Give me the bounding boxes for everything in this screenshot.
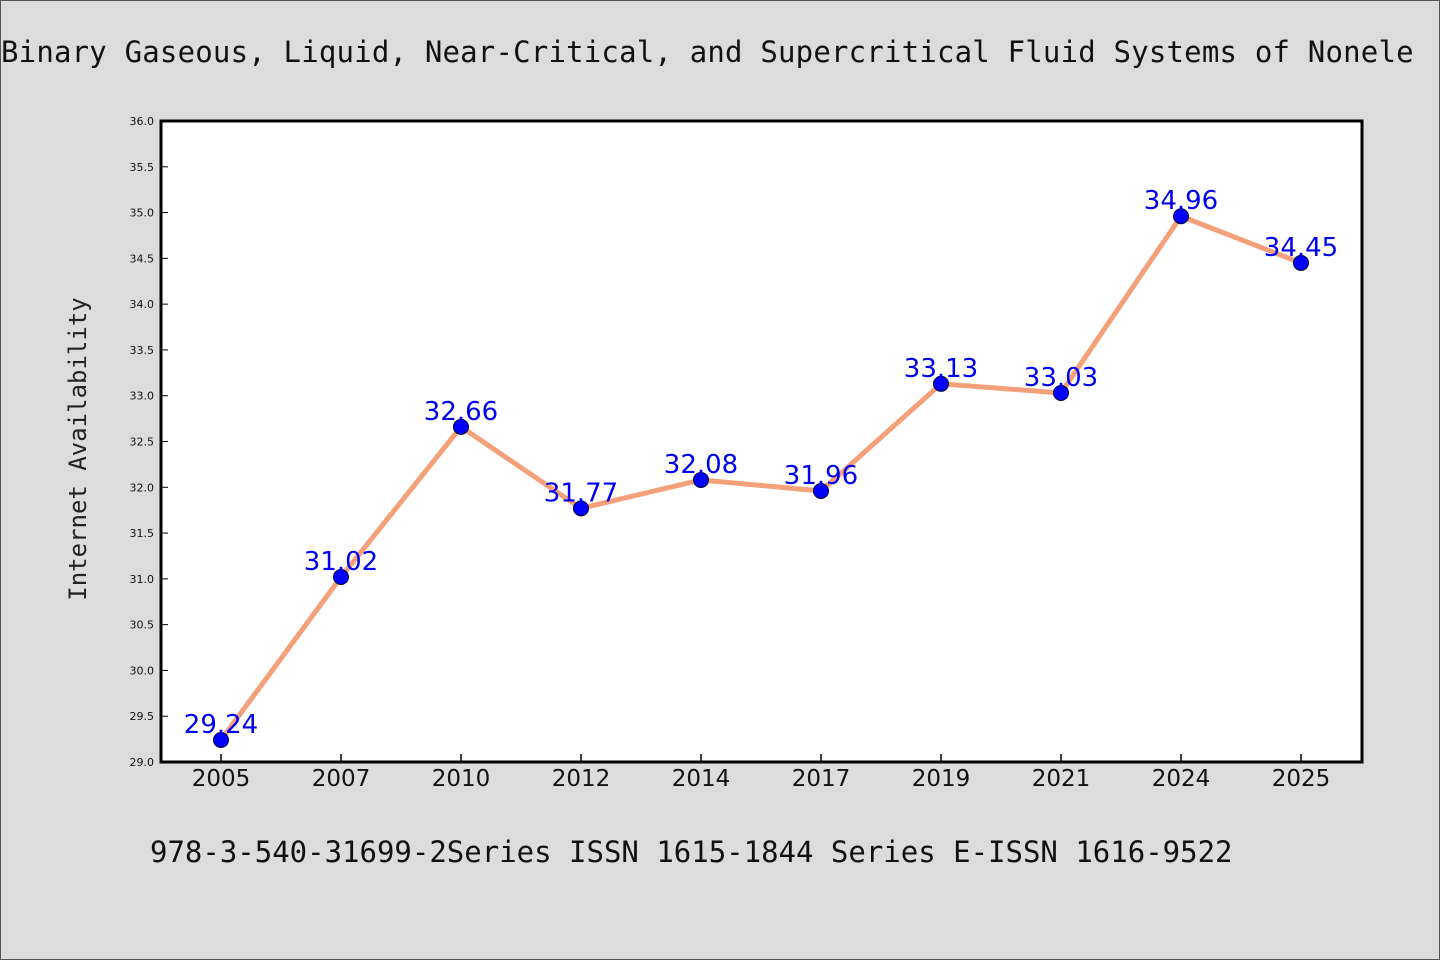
x-tick-label: 2012: [552, 766, 611, 792]
data-labels: 29.24 31.02 32.66 31.77 32.08 31.96 33.13 33.03…: [184, 186, 1338, 740]
data-point: [1293, 254, 1309, 271]
series-line: [218, 213, 1302, 742]
y-tick-label: 32.5: [130, 436, 155, 449]
data-label: 32.66: [424, 397, 498, 427]
data-point: [333, 569, 349, 586]
x-axis: 2005 2007 2010 2012 2014 2017 2019 2021 2024 2025: [192, 754, 1331, 792]
data-label: 31.96: [784, 461, 858, 491]
y-axis-label: Internet Availability: [64, 297, 92, 600]
y-tick-label: 35.0: [130, 207, 155, 220]
x-tick-label: 2024: [1152, 766, 1211, 792]
x-tick-label: 2017: [792, 766, 851, 792]
x-tick-label: 2019: [912, 766, 971, 792]
y-tick-label: 35.5: [130, 161, 155, 174]
data-point: [933, 375, 949, 392]
data-point: [1173, 208, 1189, 225]
data-point: [693, 471, 709, 488]
y-tick-label: 29.5: [130, 710, 155, 723]
x-tick-label: 2005: [192, 766, 251, 792]
data-point: [813, 482, 829, 499]
data-markers: [213, 208, 1309, 749]
data-point: [1053, 384, 1069, 401]
y-tick-label: 33.5: [130, 344, 155, 357]
x-tick-label: 2014: [672, 766, 731, 792]
x-tick-label: 2010: [432, 766, 491, 792]
chart-title: Binary Gaseous, Liquid, Near-Critical, a…: [1, 35, 1414, 69]
data-label: 33.13: [904, 354, 978, 384]
data-label: 34.45: [1264, 233, 1338, 263]
data-point: [573, 500, 589, 517]
y-tick-label: 31.0: [130, 573, 155, 586]
data-label: 32.08: [664, 450, 738, 480]
y-tick-label: 34.0: [130, 298, 155, 311]
footer-text: 978-3-540-31699-2Series ISSN 1615-1844 S…: [150, 835, 1233, 869]
data-label: 34.96: [1144, 186, 1218, 216]
y-tick-label: 29.0: [130, 756, 155, 769]
data-label: 31.77: [544, 478, 618, 508]
y-tick-label: 33.0: [130, 390, 155, 403]
data-point: [213, 732, 229, 749]
y-tick-label: 30.0: [130, 664, 155, 677]
plot-area: [159, 119, 1364, 764]
data-label: 33.03: [1024, 363, 1098, 393]
x-tick-label: 2025: [1272, 766, 1331, 792]
data-label: 31.02: [304, 547, 378, 577]
y-tick-label: 30.5: [130, 619, 155, 632]
data-point: [453, 418, 469, 435]
y-tick-label: 31.5: [130, 527, 155, 540]
x-tick-label: 2007: [312, 766, 371, 792]
y-tick-label: 32.0: [130, 481, 155, 494]
y-axis: 29.0 29.5 30.0 30.5 31.0 31.5 32.0 32.5 33.0 33.5…: [130, 115, 168, 769]
y-tick-label: 34.5: [130, 252, 155, 265]
x-tick-label: 2021: [1032, 766, 1091, 792]
y-tick-label: 36.0: [130, 115, 155, 128]
data-label: 29.24: [184, 710, 258, 740]
